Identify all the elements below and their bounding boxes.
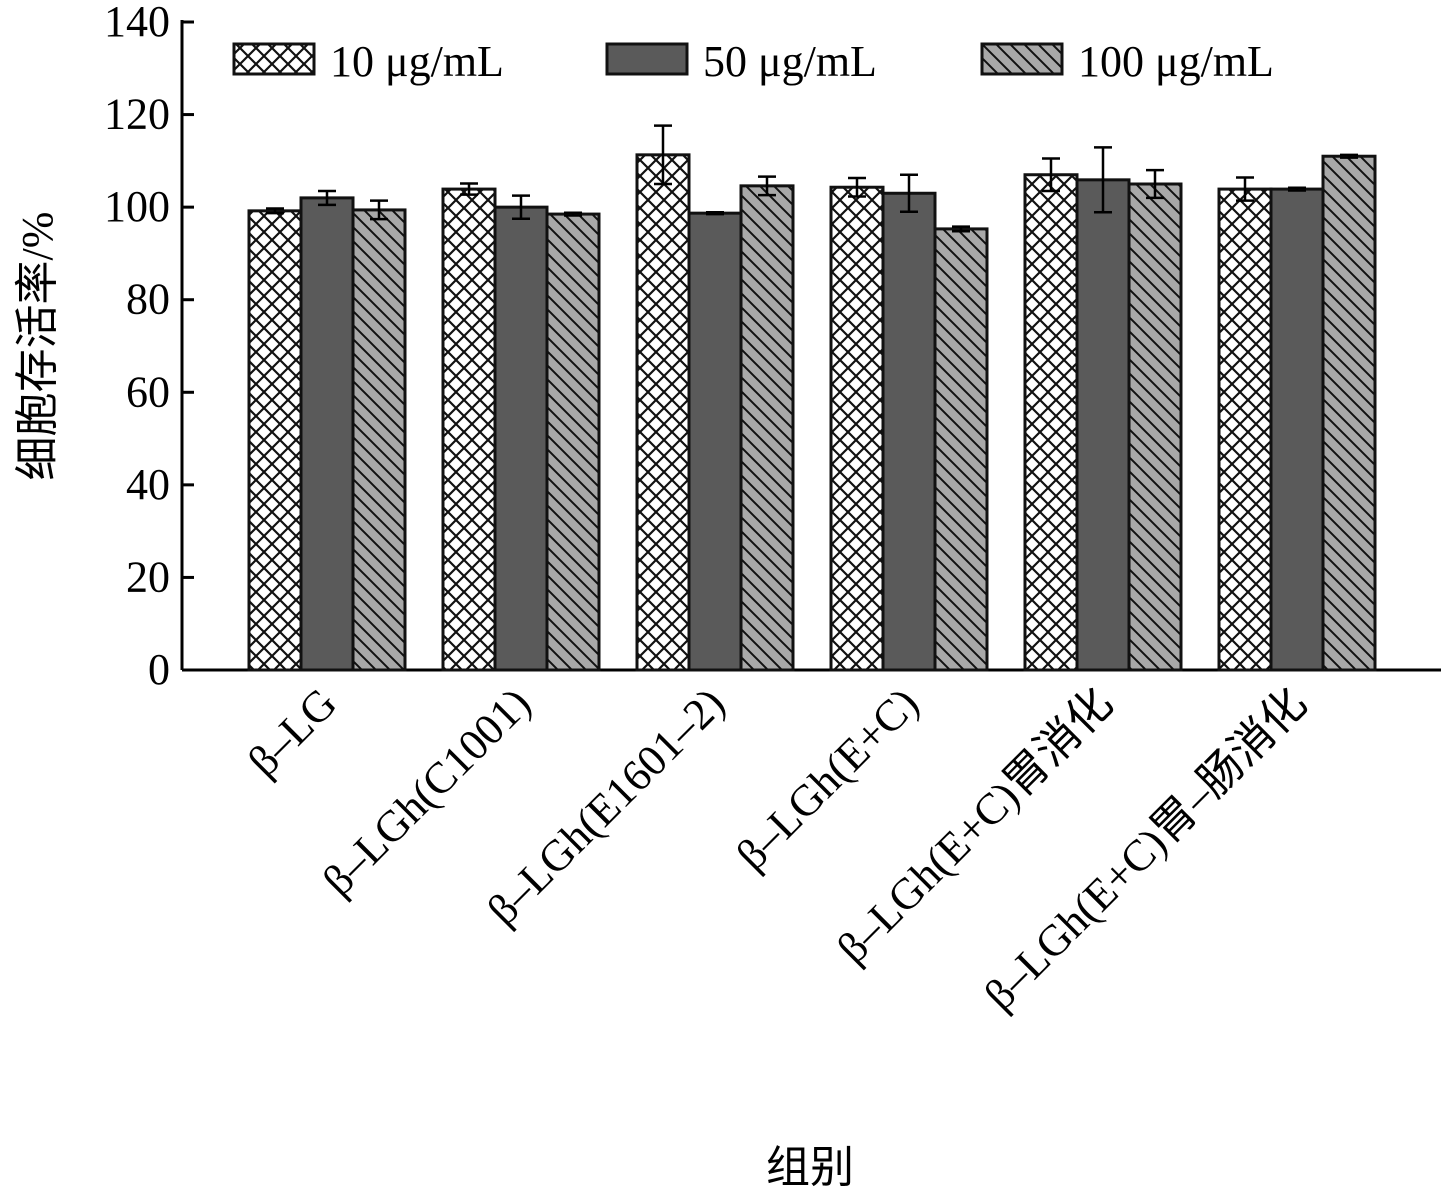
error-bar [1288, 186, 1306, 192]
bar [1023, 173, 1079, 672]
error-bar [370, 199, 388, 221]
error-bar [1146, 168, 1164, 200]
legend-label: 50 μg/mL [703, 37, 877, 86]
bar [829, 185, 885, 672]
error-bar [1042, 157, 1060, 193]
error-bar [848, 176, 866, 198]
bar [881, 191, 937, 672]
y-tick-label: 40 [126, 460, 170, 509]
legend-label: 100 μg/mL [1078, 37, 1274, 86]
bar [739, 184, 795, 672]
x-tick-label: β–LGh(E+C)胃–肠消化 [975, 678, 1316, 1019]
error-bar [1340, 153, 1358, 159]
bar [1269, 187, 1325, 672]
error-bar [512, 194, 530, 220]
error-bar [900, 173, 918, 214]
y-tick-label: 0 [148, 645, 170, 694]
bar [351, 208, 407, 672]
bar [1321, 154, 1377, 672]
error-bar [460, 182, 478, 196]
y-tick-label: 80 [126, 275, 170, 324]
error-bar [1094, 146, 1112, 214]
legend-label: 10 μg/mL [330, 37, 504, 86]
bar [1217, 187, 1273, 672]
bar [299, 196, 355, 672]
error-bar [1236, 176, 1254, 202]
legend-swatch [605, 42, 689, 76]
y-axis-label: 细胞存活率/% [13, 212, 62, 481]
bar [933, 227, 989, 672]
legend-swatch [980, 42, 1064, 76]
bar [493, 205, 549, 672]
error-bar [654, 124, 672, 186]
bar [635, 153, 691, 672]
bar [247, 209, 303, 672]
error-bar [952, 225, 970, 233]
bar [1075, 178, 1131, 672]
x-tick-label: β–LG [239, 678, 347, 786]
legend: 10 μg/mL 50 μg/mL 100 μg/mL [232, 37, 1274, 86]
y-tick-label: 120 [104, 90, 170, 139]
x-tick-label: β–LGh(E+C) [727, 678, 928, 879]
x-axis-label: 组别 [766, 1143, 854, 1192]
y-tick-label: 20 [126, 552, 170, 601]
error-bar [266, 207, 284, 215]
bar [545, 212, 601, 672]
bar [687, 211, 743, 672]
legend-swatch [232, 42, 316, 76]
error-bar [758, 175, 776, 197]
bars [247, 124, 1377, 672]
y-tick-label: 60 [126, 367, 170, 416]
bar [441, 187, 497, 672]
y-tick-label: 100 [104, 182, 170, 231]
bar [1127, 182, 1183, 672]
y-tick-label: 140 [104, 0, 170, 46]
error-bar [318, 189, 336, 207]
error-bar [564, 211, 582, 217]
error-bar [706, 210, 724, 216]
